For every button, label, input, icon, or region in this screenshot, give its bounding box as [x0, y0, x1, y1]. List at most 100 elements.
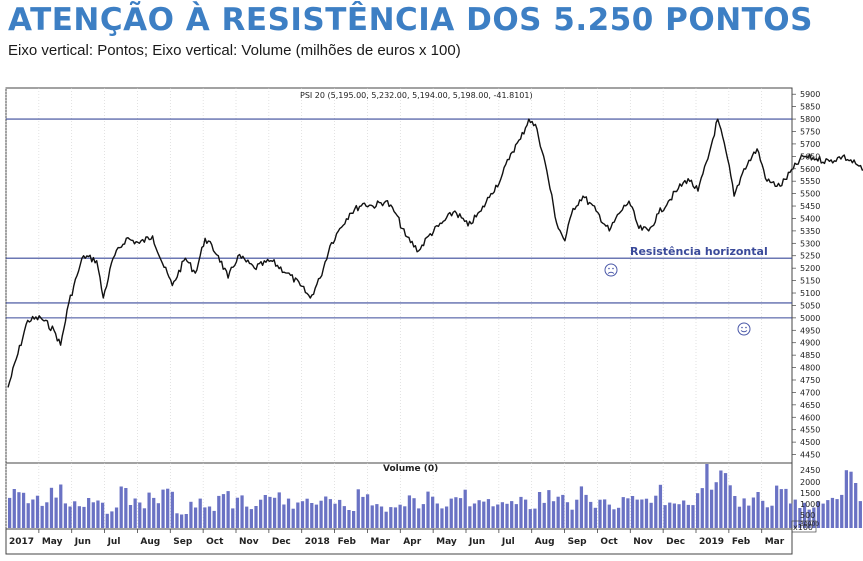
volume-bar	[644, 498, 649, 528]
volume-bar	[375, 504, 379, 528]
x-tick-label: Jul	[501, 537, 515, 547]
volume-bar	[542, 502, 546, 528]
volume-bar	[524, 499, 528, 528]
volume-bar	[816, 501, 821, 528]
x-tick-label: Mar	[370, 537, 390, 547]
volume-bar	[528, 509, 532, 528]
volume-bar	[714, 482, 718, 528]
price-tick-label: 4550	[800, 426, 820, 435]
price-tick-label: 5050	[800, 301, 820, 310]
price-tick-label: 5300	[800, 239, 820, 248]
volume-bar	[677, 504, 681, 528]
volume-label: Volume (0)	[383, 464, 438, 474]
volume-tick-label: 1000	[800, 500, 820, 509]
volume-bar	[510, 501, 514, 528]
price-tick-label: 4600	[800, 413, 820, 422]
volume-bar	[621, 497, 625, 528]
volume-bar	[124, 488, 128, 528]
volume-bar	[105, 513, 109, 528]
price-tick-label: 4800	[800, 364, 820, 373]
volume-bar	[314, 504, 319, 528]
volume-bar	[68, 506, 72, 528]
volume-bar	[91, 502, 95, 528]
chart-header: PSI 20 (5,195.00, 5,232.00, 5,194.00, 5,…	[300, 91, 533, 100]
x-tick-label: Mar	[765, 537, 785, 547]
volume-bar	[245, 506, 249, 528]
volume-bar	[207, 506, 212, 528]
volume-bar	[593, 507, 597, 528]
volume-bar	[654, 495, 658, 528]
price-tick-label: 5200	[800, 264, 820, 273]
x-tick-label: Aug	[535, 537, 555, 547]
volume-bar	[835, 499, 839, 528]
volume-bar	[133, 498, 137, 528]
volume-bar	[226, 491, 230, 528]
volume-bar	[798, 508, 802, 528]
volume-tick-label: 2000	[800, 478, 820, 487]
price-tick-label: 5000	[800, 314, 820, 323]
volume-bar	[389, 507, 393, 528]
volume-bar	[779, 489, 783, 528]
x-tick-label: Aug	[140, 537, 160, 547]
volume-bar	[393, 507, 398, 528]
volume-bar	[616, 507, 621, 528]
volume-bar	[444, 506, 449, 528]
volume-bar	[723, 473, 728, 528]
price-tick-label: 5600	[800, 165, 820, 174]
volume-bar	[612, 509, 616, 528]
volume-bar	[765, 507, 769, 528]
volume-bar	[709, 489, 714, 528]
volume-bar	[682, 500, 686, 528]
price-tick-label: 4650	[800, 401, 820, 410]
annotation-resistencia: Resistência horizontal	[630, 245, 768, 258]
volume-bar	[342, 506, 346, 528]
volume-bar	[500, 502, 505, 528]
volume-bar	[505, 503, 509, 528]
volume-bar	[514, 504, 518, 528]
volume-bar	[296, 502, 300, 528]
volume-bar	[700, 488, 704, 528]
volume-bar	[166, 488, 170, 528]
volume-bar	[421, 504, 425, 528]
x-tick-label: 2017	[9, 537, 34, 547]
volume-bar	[272, 497, 277, 528]
x-tick-label: Jun	[468, 537, 485, 547]
chart-gridlines	[5, 88, 763, 533]
volume-bar	[26, 503, 30, 528]
volume-bar	[458, 498, 463, 528]
volume-bar	[403, 506, 407, 528]
volume-bar	[119, 486, 123, 528]
volume-tick-label: 30000	[800, 521, 819, 528]
price-tick-label: 5650	[800, 152, 820, 161]
volume-bar	[249, 509, 253, 528]
volume-bar	[454, 497, 458, 528]
volume-bar	[184, 514, 188, 528]
volume-bar	[449, 498, 453, 528]
volume-bar	[491, 506, 495, 528]
volume-bar	[570, 509, 574, 528]
volume-bar	[640, 499, 644, 528]
volume-bar	[589, 501, 593, 528]
volume-unit-label: x100	[793, 523, 813, 532]
x-tick-label: Feb	[732, 537, 751, 547]
volume-bar	[630, 496, 635, 528]
price-tick-label: 5350	[800, 227, 820, 236]
x-tick-label: Sep	[173, 537, 193, 547]
volume-bar	[333, 503, 337, 528]
price-tick-label: 5400	[800, 214, 820, 223]
x-tick-label: Nov	[239, 537, 259, 547]
volume-bar	[784, 488, 788, 528]
volume-bar	[658, 484, 663, 528]
volume-bar	[407, 495, 412, 528]
volume-bar	[170, 491, 174, 528]
volume-bar	[212, 510, 216, 528]
volume-bar	[231, 508, 235, 528]
x-tick-label: May	[436, 537, 457, 547]
volume-bar	[626, 498, 630, 528]
volume-bar	[747, 505, 751, 528]
x-tick-label: Apr	[403, 537, 421, 547]
volume-bar	[751, 497, 756, 528]
price-tick-label: 4450	[800, 451, 820, 460]
volume-tick-label: 500	[800, 511, 815, 520]
volume-bar	[114, 507, 119, 528]
